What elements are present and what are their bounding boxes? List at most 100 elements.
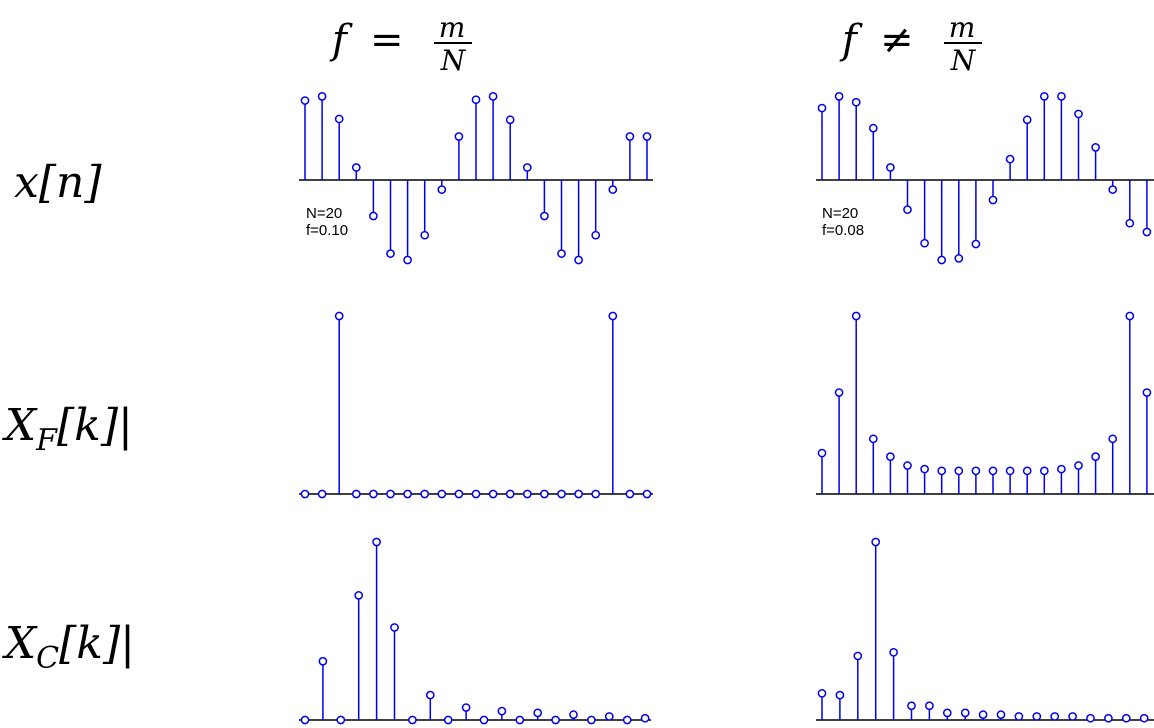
stem-marker [851, 311, 861, 321]
stem-marker [942, 708, 952, 718]
stem-marker [488, 489, 498, 499]
stem-marker [336, 715, 346, 725]
stem-marker [886, 163, 895, 172]
title-numerator: m [439, 11, 466, 44]
title-numerator: m [949, 11, 976, 44]
stem-marker [317, 489, 327, 499]
stem-marker [574, 489, 583, 499]
stem-marker [625, 132, 635, 141]
stem-marker [960, 708, 970, 718]
stem-marker [971, 466, 981, 476]
stem-marker [497, 706, 507, 716]
stem-marker [334, 311, 344, 321]
stem-marker [386, 489, 395, 499]
row-label-subscript: F [35, 423, 58, 458]
stem-marker [1022, 466, 1032, 476]
stem-marker [1125, 311, 1135, 321]
stem-marker [625, 489, 635, 499]
stem-marker [515, 715, 525, 725]
stem-marker [317, 92, 327, 101]
stem-marker [1022, 115, 1032, 125]
stem-marker [300, 715, 310, 725]
stem-marker [334, 114, 344, 124]
title-denominator: N [950, 44, 977, 77]
title-operator: = [370, 17, 404, 63]
stem-marker [889, 648, 898, 657]
row-label-subscript: C [36, 641, 59, 676]
panel-annotation: f=0.10 [306, 222, 348, 239]
stem-marker [505, 115, 515, 125]
stem-marker [1032, 712, 1042, 721]
stem-marker [318, 656, 328, 666]
row-label-main: x[n] [14, 157, 102, 208]
stem-marker [403, 255, 412, 265]
stem-marker [853, 651, 863, 661]
stem-marker [522, 489, 532, 499]
stem-marker [551, 715, 560, 725]
stem-marker [372, 537, 381, 547]
title-operator: ≠ [880, 17, 914, 63]
stem-marker [1091, 452, 1100, 461]
stem-marker [443, 715, 453, 725]
stem-marker [569, 710, 578, 720]
stem-marker [300, 96, 310, 105]
panel-annotation: N=20 [822, 205, 858, 222]
stem-marker [420, 230, 430, 240]
stem-marker [868, 434, 878, 444]
row-label-3: |XC[k]| [0, 618, 135, 676]
stem-marker [1108, 434, 1118, 444]
stem-marker [488, 92, 498, 101]
stem-marker [557, 249, 566, 258]
row-label-2: |XF[k]| [0, 400, 133, 458]
stem-marker [557, 489, 566, 499]
stem-marker [1068, 712, 1077, 721]
stem-marker [971, 239, 981, 249]
stem-marker [907, 701, 916, 711]
stem-marker [954, 466, 964, 476]
row-label-tail: [k]| [57, 400, 133, 451]
stem-marker [1074, 461, 1083, 470]
stem-marker [1142, 227, 1152, 237]
stem-marker [903, 461, 912, 470]
stem-marker [1074, 109, 1083, 119]
stem-marker [479, 715, 489, 725]
stem-marker [471, 489, 481, 499]
stem-marker [1086, 713, 1095, 723]
stem-marker [437, 185, 447, 194]
stem-marker [522, 163, 532, 172]
stem-marker [1039, 466, 1049, 476]
stem-panel-r3c2 [816, 537, 1154, 723]
stem-marker [937, 466, 947, 476]
stem-panels: N=20f=0.10N=20f=0.08 [299, 92, 1154, 725]
stem-marker [461, 703, 471, 712]
stem-marker [622, 715, 632, 725]
stem-marker [425, 690, 435, 700]
stem-marker [1014, 712, 1024, 721]
stem-marker [574, 255, 583, 265]
column-title-2: f ≠ mN [839, 11, 982, 77]
stem-marker [1005, 154, 1015, 164]
row-label-1: x[n] [14, 157, 102, 208]
stem-panel-r2c1 [299, 311, 653, 499]
title-lhs: f [329, 17, 353, 63]
row-label-main: |X [0, 400, 38, 451]
stem-marker [386, 249, 395, 258]
stem-marker [608, 311, 618, 321]
stem-panel-r1c2: N=20f=0.08 [816, 92, 1154, 265]
stem-marker [540, 489, 549, 499]
stem-marker [540, 211, 549, 221]
stem-marker [604, 712, 614, 721]
stem-marker [1121, 713, 1131, 723]
panel-annotation: N=20 [306, 205, 342, 222]
stem-marker [640, 713, 650, 723]
stem-marker [642, 132, 652, 141]
stem-marker [1039, 92, 1049, 101]
row-label-main: |X [0, 618, 38, 669]
stem-marker [817, 688, 827, 698]
stem-marker [454, 132, 464, 141]
stem-marker [920, 238, 929, 248]
stem-marker [351, 489, 361, 499]
stem-marker [1050, 712, 1060, 721]
stem-marker [1125, 218, 1135, 228]
stem-marker [903, 205, 912, 214]
